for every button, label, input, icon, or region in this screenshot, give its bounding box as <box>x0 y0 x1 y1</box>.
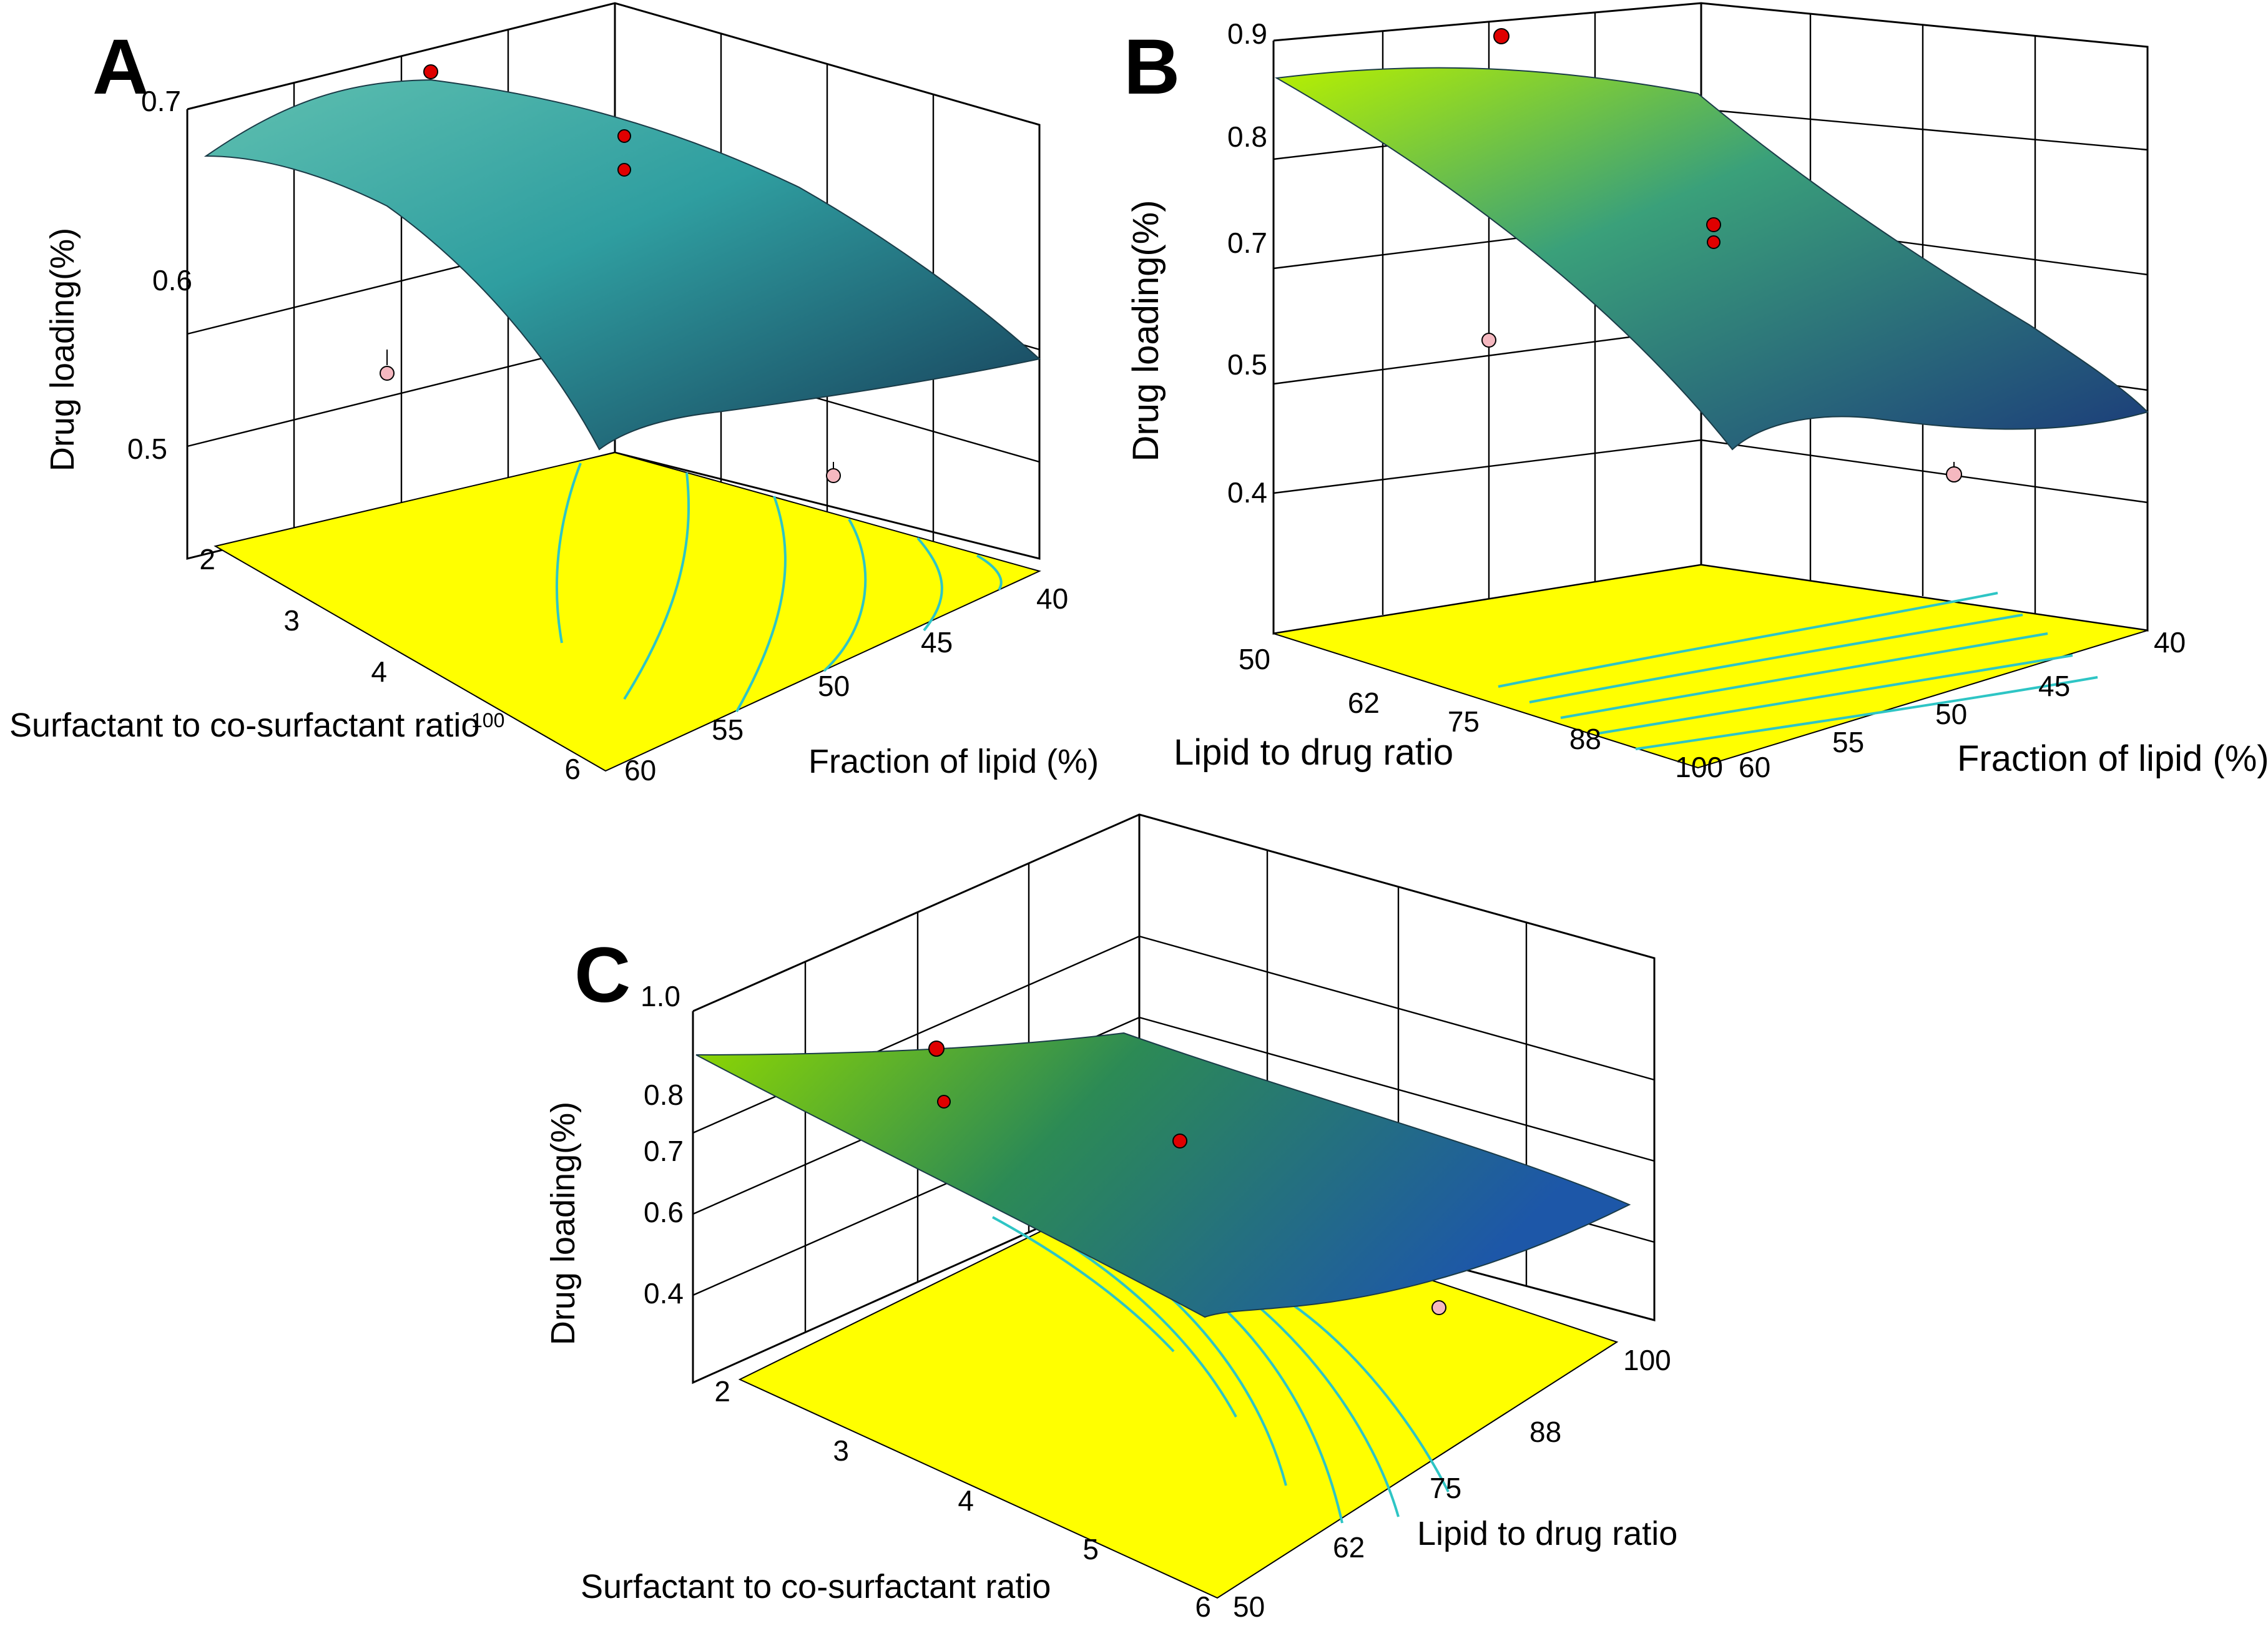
z-tick: 0.6 <box>644 1196 684 1228</box>
y-tick: 60 <box>624 754 656 786</box>
x-tick: 4 <box>958 1484 974 1517</box>
panel-c-y-label: Lipid to drug ratio <box>1417 1515 1677 1552</box>
panel-b-z-ticks: 0.4 0.5 0.7 0.8 0.9 <box>1227 17 1267 509</box>
y-tick: 45 <box>2038 670 2070 702</box>
panel-a-x-ticks: 2 3 4 6 <box>199 543 581 785</box>
panel-label-b: B <box>1124 24 1180 110</box>
panel-b-x-ticks: 50 62 75 88 100 <box>1239 643 1723 783</box>
z-tick: 0.7 <box>141 85 181 117</box>
panel-b-y-label: Fraction of lipid (%) <box>1957 738 2268 779</box>
y-tick: 55 <box>1832 726 1864 758</box>
z-tick: 0.8 <box>644 1079 684 1111</box>
panel-a-contours <box>555 463 1003 712</box>
panel-b-z-label: Drug loading(%) <box>1126 200 1166 461</box>
panel-a-stray-label: 100 <box>471 709 504 732</box>
y-tick: 40 <box>1036 582 1068 615</box>
panel-a-y-label: Fraction of lipid (%) <box>808 743 1099 780</box>
panel-label-c: C <box>574 932 631 1019</box>
y-tick: 62 <box>1333 1531 1365 1564</box>
y-tick: 45 <box>921 626 953 659</box>
panel-b-floor <box>1273 564 2148 769</box>
design-point <box>1707 235 1721 249</box>
x-tick: 6 <box>1195 1590 1211 1623</box>
panel-c-y-ticks: 50 62 75 88 100 <box>1233 1344 1671 1623</box>
y-tick: 100 <box>1623 1344 1671 1376</box>
x-tick: 100 <box>1675 751 1723 783</box>
x-tick: 3 <box>833 1434 849 1467</box>
z-tick: 0.9 <box>1227 17 1267 50</box>
panel-c-points <box>928 1041 1446 1315</box>
z-tick: 0.7 <box>1227 227 1267 259</box>
panel-c-z-ticks: 0.4 0.6 0.7 0.8 1.0 <box>641 980 684 1310</box>
panel-a-x-label: Surfactant to co-surfactant ratio <box>9 707 479 744</box>
design-point <box>826 468 841 483</box>
panel-label-a: A <box>92 24 149 110</box>
design-point <box>1172 1134 1187 1149</box>
z-tick: 0.7 <box>644 1135 684 1167</box>
x-tick: 2 <box>199 543 215 576</box>
design-point <box>1431 1300 1446 1315</box>
panel-a-surface <box>204 79 1041 451</box>
x-tick: 2 <box>714 1375 730 1408</box>
z-tick: 0.5 <box>127 433 167 465</box>
design-point <box>1481 333 1496 348</box>
design-point <box>937 1095 951 1109</box>
panel-a-y-ticks: 60 55 50 45 40 <box>624 582 1068 786</box>
x-tick: 4 <box>371 655 387 688</box>
y-tick: 60 <box>1739 751 1770 783</box>
panel-c-x-label: Surfactant to co-surfactant ratio <box>581 1568 1051 1605</box>
design-point <box>1706 217 1721 232</box>
panel-b-points <box>1481 28 1962 482</box>
design-point <box>423 64 438 79</box>
x-tick: 50 <box>1239 643 1270 675</box>
panel-b: B <box>1124 2 2268 783</box>
x-tick: 75 <box>1448 705 1480 738</box>
y-tick: 88 <box>1529 1416 1561 1448</box>
panel-a-z-label: Drug loading(%) <box>44 228 81 471</box>
x-tick: 6 <box>564 753 581 785</box>
y-tick: 55 <box>712 713 744 746</box>
y-tick: 50 <box>1935 698 1967 730</box>
design-point <box>1493 28 1510 44</box>
design-point <box>928 1041 945 1057</box>
panel-b-contours <box>1498 592 2098 750</box>
panel-a-z-ticks: 0.5 0.6 0.7 <box>127 85 192 465</box>
z-tick: 0.6 <box>152 264 192 296</box>
y-tick: 75 <box>1430 1472 1461 1504</box>
panel-a-points <box>380 64 841 483</box>
z-tick: 0.5 <box>1227 348 1267 381</box>
z-tick: 0.4 <box>644 1277 684 1310</box>
design-point <box>380 366 395 381</box>
panel-a-floor <box>214 451 1041 772</box>
y-tick: 50 <box>818 670 850 702</box>
panel-c-surface <box>695 1032 1631 1318</box>
x-tick: 62 <box>1348 687 1380 719</box>
panel-a: A <box>9 2 1099 786</box>
design-point <box>617 163 631 177</box>
panel-b-y-ticks: 60 55 50 45 40 <box>1739 626 2186 783</box>
z-tick: 1.0 <box>641 980 680 1012</box>
design-point <box>617 129 631 143</box>
panel-c-z-label: Drug loading(%) <box>544 1102 582 1345</box>
x-tick: 3 <box>283 604 300 637</box>
x-tick: 5 <box>1082 1533 1099 1565</box>
y-tick: 40 <box>2154 626 2186 659</box>
y-tick: 50 <box>1233 1590 1265 1623</box>
z-tick: 0.4 <box>1227 476 1267 509</box>
panel-c-x-ticks: 2 3 4 5 6 <box>714 1375 1211 1623</box>
panel-c: C <box>544 813 1677 1623</box>
panel-b-surface <box>1274 67 2149 451</box>
z-tick: 0.8 <box>1227 120 1267 153</box>
panel-b-x-label: Lipid to drug ratio <box>1174 732 1453 773</box>
design-point <box>1946 466 1962 482</box>
x-tick: 88 <box>1569 723 1601 755</box>
